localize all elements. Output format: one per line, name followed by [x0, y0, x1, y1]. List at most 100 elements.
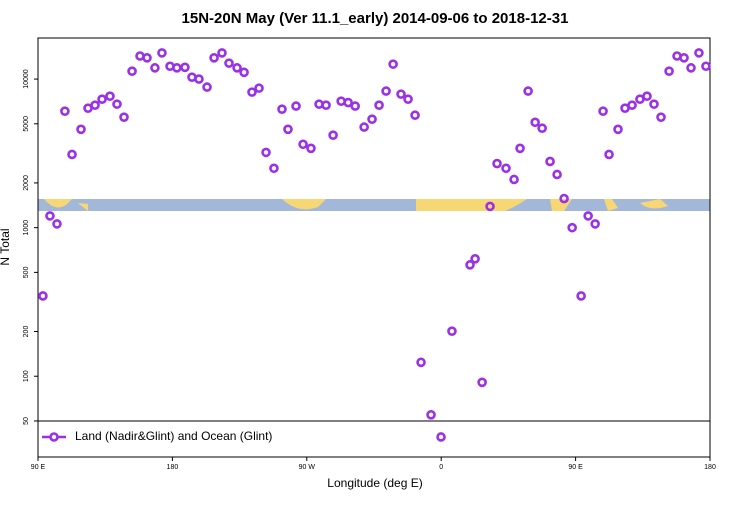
point: [328, 130, 338, 141]
point: [470, 254, 480, 264]
point: [485, 201, 495, 212]
y-tick-label: 2000: [23, 175, 30, 191]
x-tick-label: 90 W: [299, 464, 316, 471]
point: [523, 86, 533, 96]
x-tick-label: 0: [439, 464, 443, 471]
y-tick-label: 10000: [23, 69, 30, 89]
point: [321, 100, 331, 111]
point: [381, 86, 391, 96]
point: [686, 63, 696, 73]
point: [604, 149, 614, 160]
point: [291, 101, 301, 111]
plot-frame: [37, 37, 711, 458]
point: [202, 82, 212, 92]
point: [567, 222, 577, 233]
point: [477, 377, 487, 388]
point: [172, 63, 182, 73]
point: [217, 48, 227, 58]
point: [552, 169, 562, 180]
point: [694, 48, 704, 58]
point: [269, 163, 279, 174]
point: [559, 193, 569, 204]
point: [426, 410, 436, 420]
y-tick-label: 1000: [23, 220, 30, 236]
point: [403, 94, 413, 105]
chart-title: 15N-20N May (Ver 11.1_early) 2014-09-06 …: [182, 10, 569, 27]
x-tick-label: 90 E: [568, 464, 583, 471]
point: [664, 66, 674, 76]
point: [492, 158, 502, 169]
point: [530, 117, 540, 128]
point: [254, 83, 264, 93]
point: [465, 260, 475, 270]
legend-label: Land (Nadir&Glint) and Ocean (Glint): [75, 429, 272, 443]
point: [501, 163, 511, 174]
map-strip: [38, 199, 710, 211]
point: [388, 59, 398, 69]
point: [545, 156, 555, 167]
y-axis-label: N Total: [0, 228, 12, 265]
point: [598, 106, 608, 116]
point: [90, 100, 100, 111]
point: [576, 291, 586, 301]
point: [701, 61, 711, 72]
point: [656, 112, 666, 122]
point: [157, 48, 167, 58]
point: [38, 291, 48, 301]
point: [396, 89, 406, 99]
point: [112, 99, 122, 109]
point: [127, 66, 137, 76]
point: [277, 104, 287, 114]
point: [105, 91, 115, 101]
point: [97, 94, 107, 105]
point: [119, 112, 129, 122]
point: [537, 123, 547, 134]
point: [509, 174, 519, 185]
point: [367, 114, 377, 124]
point: [150, 63, 160, 73]
point: [52, 219, 62, 229]
legend-marker: [49, 432, 59, 442]
point: [515, 143, 525, 154]
point: [359, 122, 369, 132]
point: [447, 326, 457, 336]
point: [627, 100, 637, 111]
x-tick-label: 90 E: [31, 464, 46, 471]
point: [410, 110, 420, 121]
point: [180, 62, 190, 73]
y-tick-label: 200: [23, 326, 30, 338]
point: [283, 124, 293, 135]
point: [613, 124, 623, 135]
point: [583, 211, 593, 221]
point: [232, 63, 242, 73]
y-tick-label: 50: [23, 417, 30, 425]
y-tick-label: 5000: [23, 116, 30, 132]
point: [679, 53, 689, 63]
point: [436, 432, 446, 442]
point: [194, 74, 204, 84]
point: [261, 147, 271, 158]
point: [416, 357, 426, 368]
point: [649, 99, 659, 109]
point: [343, 97, 353, 108]
point: [239, 67, 249, 78]
point: [142, 53, 152, 63]
x-tick-label: 180: [167, 464, 179, 471]
x-axis-label: Longitude (deg E): [327, 476, 422, 490]
point: [60, 106, 70, 116]
point: [67, 149, 77, 160]
y-tick-label: 500: [23, 266, 30, 278]
x-tick-label: 180: [704, 464, 716, 471]
point: [374, 100, 384, 111]
point: [350, 101, 360, 111]
point: [224, 58, 234, 68]
point: [76, 124, 86, 135]
point: [642, 91, 652, 101]
point: [298, 139, 308, 150]
point: [247, 87, 257, 97]
point: [306, 143, 316, 154]
point: [209, 53, 219, 63]
point: [45, 211, 55, 221]
y-tick-label: 100: [23, 370, 30, 382]
